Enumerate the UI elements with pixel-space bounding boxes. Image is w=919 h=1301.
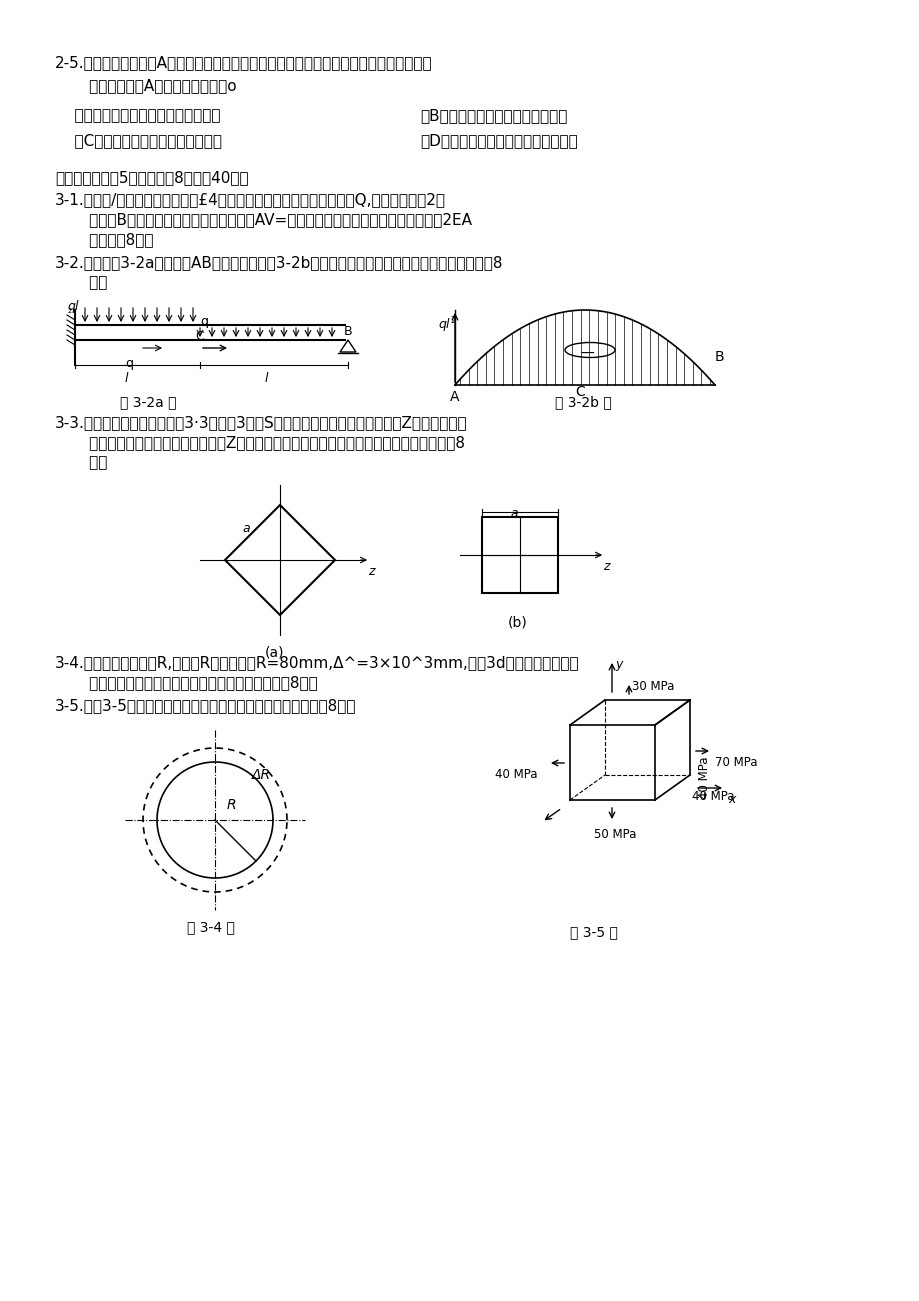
Text: q: q [199,315,208,328]
Text: 50 MPa: 50 MPa [594,827,636,840]
Text: l: l [265,372,268,385]
Text: （C）内力、应力、轴向变形均增大: （C）内力、应力、轴向变形均增大 [55,133,221,148]
Text: A: A [449,390,459,405]
Text: $ql^2$: $ql^2$ [437,315,457,334]
Text: 题 3-5 图: 题 3-5 图 [570,925,618,939]
Text: 三、简答题（共5小题，每题8分，共40分）: 三、简答题（共5小题，每题8分，共40分） [55,170,248,185]
Text: R: R [227,798,236,812]
Text: $ql$: $ql$ [67,298,80,315]
Text: z: z [602,559,608,572]
Text: （B）内力、应力、轴向变形均减小: （B）内力、应力、轴向变形均减小 [420,108,567,124]
Text: 在作用B的过程中，应变能的增量是否为AV=空？如有错误，正确的增量表达式是＇2EA: 在作用B的过程中，应变能的增量是否为AV=空？如有错误，正确的增量表达式是＇2E… [55,212,471,226]
Text: 方向的平均应变和沿外圆圆周方向的平均应变。（8分）: 方向的平均应变和沿外圆圆周方向的平均应变。（8分） [55,675,317,690]
Bar [482,516,558,593]
Text: 40 MPa: 40 MPa [494,768,537,781]
Text: (b): (b) [507,615,528,628]
Text: 题 3-4 图: 题 3-4 图 [187,920,234,934]
Text: 3-4.圆形薄板的半径为R,变形后R的增量为若R=80mm,Δ^=3×10^3mm,如题3d图所示。求沿半径: 3-4.圆形薄板的半径为R,变形后R的增量为若R=80mm,Δ^=3×10^3m… [55,654,579,670]
Text: 用。两种方式放置的截面对中性轴Z轴的惯性矩是否相等？简述哪种方式放置比较合理？（8: 用。两种方式放置的截面对中性轴Z轴的惯性矩是否相等？简述哪种方式放置比较合理？（… [55,435,464,450]
Text: （八）内力、应力、轴向变形均不变: （八）内力、应力、轴向变形均不变 [55,108,221,124]
Text: 3-5.如题3-5图所示的单元体，试求出单元体的三个主应力。（8分）: 3-5.如题3-5图所示的单元体，试求出单元体的三个主应力。（8分） [55,699,357,713]
Text: a: a [509,507,517,520]
Text: 分）: 分） [55,455,108,470]
Text: B: B [344,325,352,338]
Text: 3-2.试指出题3-2a图所示梁AB的弯矩图（如题3-2b图所示）中的错误，并画出正确的弯矩图。（8: 3-2.试指出题3-2a图所示梁AB的弯矩图（如题3-2b图所示）中的错误，并画… [55,255,503,271]
Text: $^2$: $^2$ [67,308,73,317]
Text: y: y [614,658,621,671]
Text: x: x [727,794,734,807]
Text: 30 MPa: 30 MPa [631,680,674,693]
Text: —: — [579,347,593,360]
Text: 题 3-2b 图: 题 3-2b 图 [554,396,611,409]
Text: 分）: 分） [55,275,108,290]
Text: a: a [242,522,249,535]
Text: (a): (a) [265,645,284,660]
Text: l: l [125,372,129,385]
Text: （D）内力、应力不变，轴向变形增大: （D）内力、应力不变，轴向变形增大 [420,133,577,148]
Text: 改为面积仍为A的空心圆，则杆的o: 改为面积仍为A的空心圆，则杆的o [55,78,236,92]
Text: 70 MPa: 70 MPa [714,756,756,769]
Text: C: C [574,385,584,399]
Text: 3-3.横截面为正方形的梁按题3·3图所示3）、S）两种方式放置，载荷沿垂直于Z轴的对称轴作: 3-3.横截面为正方形的梁按题3·3图所示3）、S）两种方式放置，载荷沿垂直于Z… [55,415,467,431]
Text: B: B [714,350,724,364]
Text: 什么？（8分）: 什么？（8分） [55,232,153,247]
Text: 题 3-2a 图: 题 3-2a 图 [119,396,176,409]
Text: 40 MPa: 40 MPa [698,757,710,799]
Text: 3-1.长度为/的杆件，抗拉刚度为£4。若在杆件两端沿轴线先作用拉力Q,再作用拉力厂2；: 3-1.长度为/的杆件，抗拉刚度为£4。若在杆件两端沿轴线先作用拉力Q,再作用拉… [55,193,446,207]
Text: 40 MPa: 40 MPa [691,790,733,803]
Text: 2-5.有一横截面面积为A的圆截面杆件受轴向拉力作用，在其他条件不变时，若将其横截面: 2-5.有一横截面面积为A的圆截面杆件受轴向拉力作用，在其他条件不变时，若将其横… [55,55,432,70]
Text: C: C [195,330,203,343]
Text: ΔR: ΔR [252,768,271,782]
Text: z: z [368,565,374,578]
Text: q: q [125,356,133,369]
